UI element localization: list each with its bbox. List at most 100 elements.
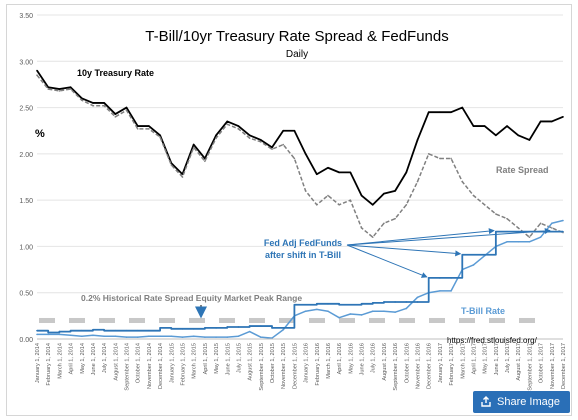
series-point (461, 180, 464, 183)
series-point (450, 290, 452, 292)
series-point (136, 336, 139, 338)
series-point (394, 311, 396, 313)
series-point (248, 137, 251, 139)
series-point (136, 128, 139, 130)
series-point (204, 160, 206, 163)
series-point (181, 328, 184, 330)
series-point (148, 125, 150, 127)
x-tick-label: May 1, 2014 (80, 343, 86, 374)
peak-range-segment (39, 317, 55, 323)
x-tick-label: June 1, 2017 (494, 343, 500, 375)
annotation-arrows (195, 227, 551, 319)
share-image-button[interactable]: Share Image (473, 391, 570, 413)
series-point (450, 277, 452, 279)
x-tick-label: October 1, 2015 (270, 343, 276, 383)
x-tick-label: June 1, 2015 (225, 343, 231, 375)
share-icon (481, 396, 491, 407)
series-point (349, 171, 352, 174)
series-point (192, 335, 195, 338)
series-point (539, 120, 542, 123)
series-point (371, 310, 374, 313)
peak-range-segment (129, 317, 145, 323)
series-point (226, 326, 229, 328)
series-point (360, 314, 363, 316)
series-point (427, 153, 430, 155)
x-tick-label: March 1, 2014 (57, 343, 63, 379)
series-point (495, 230, 497, 233)
x-tick-label: January 1, 2014 (35, 343, 41, 383)
series-point (472, 194, 475, 197)
fedfunds-arrow (346, 244, 428, 278)
x-tick-label: March 1, 2017 (460, 343, 466, 379)
x-tick-label: March 1, 2016 (326, 343, 332, 379)
series-point (472, 253, 475, 256)
series-point (327, 166, 329, 169)
x-tick-label: February 1, 2015 (180, 343, 186, 386)
annotation-layer: T-Bill/10yr Treasury Rate Spread & FedFu… (35, 28, 551, 345)
x-tick-label: February 1, 2014 (46, 343, 52, 386)
x-tick-label: December 1, 2014 (158, 343, 164, 389)
series-point (293, 129, 296, 132)
series-point (483, 203, 486, 206)
series-point (506, 230, 508, 233)
peak-range-segment (189, 317, 205, 323)
series-point (103, 102, 105, 104)
share-image-label: Share Image (497, 396, 560, 408)
fedfunds-arrow (346, 228, 495, 246)
series-point (248, 325, 251, 327)
series-point (69, 86, 72, 89)
series-point (125, 329, 128, 332)
fedfunds-label-line1: Fed Adj FedFunds (264, 238, 342, 248)
series-point (170, 335, 173, 338)
x-tick-label: December 1, 2015 (292, 343, 298, 389)
series-point (427, 111, 430, 113)
axis-layer: 0.00 0.50 1.00 1.50 2.00 2.50 3.00 3.50 January … (19, 13, 567, 391)
y-tick-label: 1.50 (19, 198, 33, 205)
peak-range-band (39, 317, 535, 323)
series-point (192, 143, 195, 146)
x-tick-label: July 1, 2016 (371, 343, 377, 373)
series-point (461, 106, 464, 109)
series-point (327, 303, 329, 305)
series-point (371, 236, 374, 238)
series-point (551, 227, 553, 229)
series-point (192, 146, 195, 149)
y-tick-label: 1.00 (19, 244, 33, 251)
series-point (47, 333, 49, 336)
series-point (114, 116, 117, 118)
series-point (315, 308, 318, 311)
series-point (304, 190, 307, 192)
series-point (36, 333, 38, 336)
series-point (215, 327, 217, 329)
x-tick-label: September 1, 2015 (259, 343, 265, 391)
series-point (551, 230, 553, 233)
series-point (271, 146, 273, 149)
series-point (226, 120, 229, 123)
series-point (69, 334, 72, 337)
series-point (237, 326, 240, 328)
series-point (136, 329, 139, 332)
series-line-rate-spread (36, 74, 564, 238)
series-point (92, 334, 94, 337)
x-tick-label: April 1, 2015 (203, 343, 209, 374)
x-tick-label: November 1, 2016 (416, 343, 422, 389)
series-point (383, 192, 385, 195)
series-point (315, 173, 318, 176)
x-tick-label: March 1, 2015 (192, 343, 198, 379)
series-point (260, 141, 262, 143)
x-tick-label: August 1, 2014 (113, 343, 119, 381)
series-point (215, 134, 217, 137)
series-point (439, 290, 441, 292)
series-point (148, 128, 150, 130)
series-point (293, 303, 296, 306)
series-point (517, 230, 520, 233)
x-tick-label: August 1, 2015 (248, 343, 254, 381)
series-point (383, 310, 385, 313)
series-point (551, 222, 553, 225)
series-point (371, 203, 374, 206)
series-point (450, 111, 452, 113)
series-point (47, 88, 49, 90)
series-point (47, 86, 49, 89)
series-point (80, 335, 83, 338)
series-point (136, 125, 139, 127)
